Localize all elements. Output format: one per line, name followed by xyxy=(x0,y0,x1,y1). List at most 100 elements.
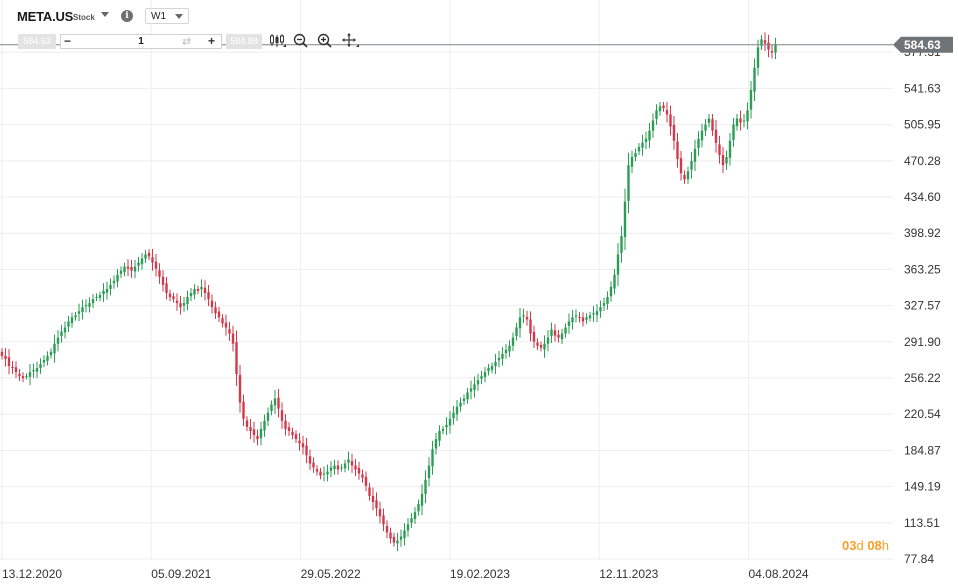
candle xyxy=(74,312,77,321)
info-icon[interactable]: i xyxy=(121,10,133,22)
candle xyxy=(732,117,735,147)
candle xyxy=(739,110,742,131)
candle xyxy=(140,253,144,270)
candle xyxy=(228,321,231,341)
candle xyxy=(767,34,770,58)
candle xyxy=(256,429,259,446)
candle xyxy=(676,132,679,168)
candle xyxy=(319,467,322,480)
candle xyxy=(466,388,469,404)
candle xyxy=(651,113,655,138)
zoom-out-icon[interactable] xyxy=(292,32,310,50)
candle xyxy=(109,278,112,296)
candle xyxy=(105,281,109,300)
candle xyxy=(252,421,256,443)
candle xyxy=(641,134,644,156)
candle xyxy=(11,360,14,375)
candle xyxy=(329,461,333,478)
candle xyxy=(550,322,553,344)
candle-countdown: 03d 08h xyxy=(842,538,889,553)
increase-quantity-button[interactable]: + xyxy=(208,34,216,48)
candle xyxy=(564,323,567,338)
candle xyxy=(14,361,18,379)
candle xyxy=(669,105,672,136)
candle xyxy=(312,457,315,473)
swap-icon[interactable]: ⇄ xyxy=(182,36,192,48)
candle xyxy=(25,373,28,380)
countdown-day-unit: d xyxy=(856,538,864,553)
candle xyxy=(735,114,739,131)
symbol-name[interactable]: META.US xyxy=(17,9,74,24)
candle xyxy=(238,364,242,413)
quantity-stepper[interactable]: − 1 ⇄ + xyxy=(60,34,222,49)
candle xyxy=(294,430,298,443)
candle xyxy=(0,348,4,360)
buy-button[interactable]: 584.88 xyxy=(226,34,262,49)
candle xyxy=(434,432,438,455)
candle xyxy=(35,361,39,379)
quantity-input[interactable]: 1 xyxy=(138,36,144,47)
candle xyxy=(81,299,84,320)
candle xyxy=(84,299,88,313)
candle xyxy=(644,131,648,150)
candle xyxy=(672,115,676,150)
y-axis: 577.31541.63505.95470.28434.60398.92363.… xyxy=(904,45,941,566)
candle xyxy=(46,351,49,366)
zoom-in-icon[interactable] xyxy=(316,32,334,50)
candle xyxy=(483,366,487,383)
candle xyxy=(494,354,497,375)
candle xyxy=(714,119,718,153)
candle xyxy=(697,131,700,156)
candle xyxy=(210,294,214,314)
candle xyxy=(98,291,102,302)
sell-button[interactable]: 584.63 xyxy=(18,34,56,49)
candle xyxy=(168,289,172,302)
candle xyxy=(410,513,413,528)
candle xyxy=(613,268,616,295)
candle xyxy=(91,293,95,309)
candle xyxy=(133,259,137,279)
y-tick-label: 505.95 xyxy=(904,118,941,132)
candle xyxy=(196,285,200,295)
candle xyxy=(161,270,165,292)
chevron-down-icon[interactable] xyxy=(101,12,109,17)
candle xyxy=(28,364,32,386)
decrease-quantity-button[interactable]: − xyxy=(64,34,72,48)
last-price-tag xyxy=(893,36,953,53)
candle xyxy=(172,292,175,303)
candle xyxy=(340,463,343,472)
candle xyxy=(315,465,319,476)
candle xyxy=(753,58,756,101)
candle xyxy=(371,487,375,511)
candle xyxy=(693,139,697,172)
y-tick-label: 363.25 xyxy=(904,262,941,276)
candle xyxy=(245,416,249,432)
candle xyxy=(424,470,427,504)
candle xyxy=(368,482,371,501)
candle xyxy=(592,305,595,322)
candle xyxy=(364,471,368,492)
candle xyxy=(235,330,238,386)
candle xyxy=(487,363,490,376)
candle xyxy=(67,316,70,333)
candle xyxy=(277,389,280,418)
candle xyxy=(308,449,312,470)
candle xyxy=(686,166,690,184)
candle xyxy=(725,150,728,170)
candlestick-type-icon[interactable] xyxy=(268,32,286,50)
candle xyxy=(322,466,326,482)
candle xyxy=(102,283,105,302)
timeframe-select[interactable]: W1 xyxy=(145,8,189,24)
candle xyxy=(7,349,11,375)
candle xyxy=(616,243,620,287)
candle xyxy=(655,104,658,125)
candle xyxy=(553,324,557,342)
candle xyxy=(70,312,74,328)
move-icon[interactable] xyxy=(341,32,359,50)
candle xyxy=(455,400,459,421)
candle xyxy=(721,147,725,173)
candlestick-series xyxy=(0,32,777,552)
candle xyxy=(690,152,693,179)
candle xyxy=(39,358,42,374)
